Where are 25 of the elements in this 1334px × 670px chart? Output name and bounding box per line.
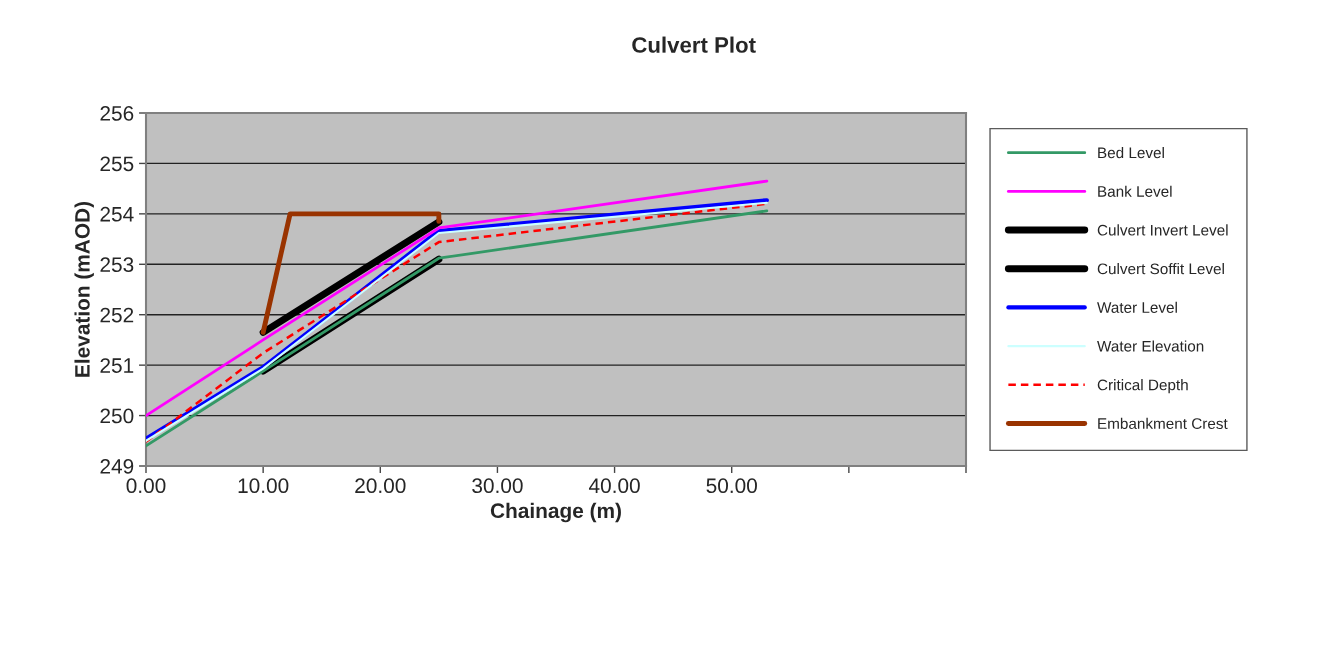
legend-label: Water Level xyxy=(1097,301,1177,313)
legend-label: Bed Level xyxy=(1098,146,1164,159)
chart-title: Culvert Plot xyxy=(632,36,756,53)
x-tick-label: 20.00 xyxy=(355,478,406,494)
legend-label: Culvert Invert Level xyxy=(1097,224,1228,236)
y-tick-label: 251 xyxy=(100,358,134,373)
legend-label: Culvert Soffit Level xyxy=(1097,263,1224,275)
legend-label: Embankment Crest xyxy=(1098,417,1228,429)
y-tick-label: 250 xyxy=(100,408,134,424)
y-tick-label: 256 xyxy=(100,106,134,121)
x-tick-label: 10.00 xyxy=(238,478,289,494)
y-tick-label: 249 xyxy=(100,459,134,474)
legend-label: Water Elevation xyxy=(1097,340,1204,352)
x-tick-label: 0.00 xyxy=(126,478,166,494)
y-tick-label: 252 xyxy=(100,307,134,323)
y-tick-label: 254 xyxy=(100,206,134,222)
y-tick-label: 255 xyxy=(100,156,134,172)
y-axis-title: Elevation (mAOD) xyxy=(74,201,94,377)
legend-label: Critical Depth xyxy=(1097,379,1188,394)
legend-label: Bank Level xyxy=(1098,185,1172,197)
x-axis-title: Chainage (m) xyxy=(490,502,621,523)
x-tick-label: 30.00 xyxy=(472,478,523,494)
x-tick-label: 50.00 xyxy=(706,478,757,494)
x-tick-label: 40.00 xyxy=(588,478,640,494)
y-tick-label: 253 xyxy=(100,257,134,273)
